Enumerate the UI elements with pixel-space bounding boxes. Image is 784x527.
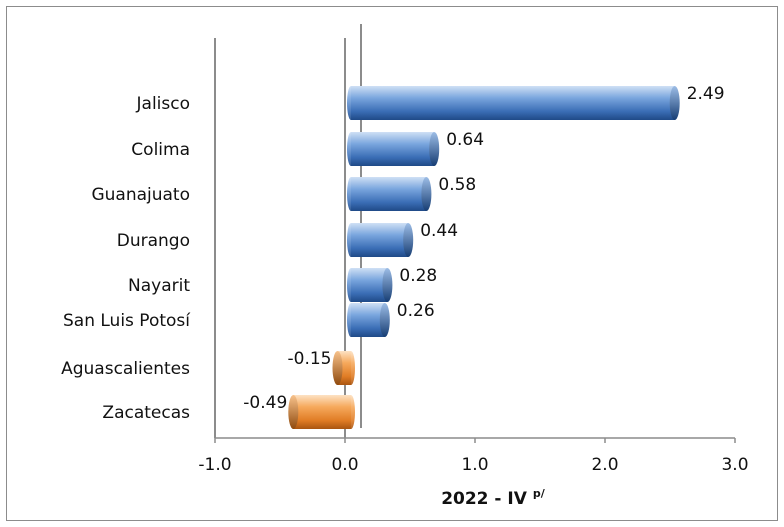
bar [351, 86, 675, 120]
bar-base-cap [347, 268, 355, 302]
value-label: 0.28 [399, 266, 437, 286]
bar-base-cap [347, 351, 355, 385]
bar-end-cap [421, 177, 432, 211]
category-label: Guanajuato [91, 185, 190, 205]
bar-end-cap [288, 395, 299, 429]
bar [351, 303, 385, 337]
value-label: -0.15 [288, 349, 332, 369]
category-label: Colima [131, 140, 190, 160]
bars [288, 86, 680, 429]
bar [351, 223, 409, 257]
x-tick-label: 0.0 [331, 455, 358, 475]
category-label: Jalisco [136, 94, 190, 114]
bar-end-cap [403, 223, 414, 257]
x-tick-label: -1.0 [198, 455, 231, 475]
bar [293, 395, 351, 429]
category-label: Nayarit [128, 276, 190, 296]
bar-base-cap [347, 395, 355, 429]
x-tick-label: 3.0 [721, 455, 748, 475]
bar-base-cap [347, 303, 355, 337]
bar-end-cap [379, 303, 390, 337]
category-label: San Luis Potosí [63, 311, 191, 331]
value-label: 0.64 [446, 130, 484, 150]
labels: -1.0 0.0 1.0 2.0 3.0 2.49 Jalisco 0.64 Colima 0.5… [61, 84, 748, 475]
bar [351, 268, 388, 302]
x-tick-label: 2.0 [591, 455, 618, 475]
value-label: -0.49 [243, 393, 287, 413]
x-axis-title-superscript: p/ [533, 487, 546, 500]
bar-base-cap [347, 132, 355, 166]
bar-base-cap [347, 86, 355, 120]
bar-base-cap [347, 177, 355, 211]
bar-end-cap [669, 86, 680, 120]
bar-end-cap [382, 268, 393, 302]
bar [351, 132, 435, 166]
x-axis-title: 2022 - IV p/ [441, 487, 546, 509]
bar-base-cap [347, 223, 355, 257]
x-tick-label: 1.0 [461, 455, 488, 475]
value-label: 0.44 [420, 221, 458, 241]
x-axis-title-text: 2022 - IV [441, 489, 528, 509]
value-label: 0.26 [397, 301, 435, 321]
bar-end-cap [332, 351, 343, 385]
bar-end-cap [429, 132, 440, 166]
value-label: 2.49 [687, 84, 725, 104]
value-label: 0.58 [438, 175, 476, 195]
category-label: Zacatecas [102, 403, 190, 423]
bar [351, 177, 427, 211]
category-label: Durango [117, 231, 190, 251]
category-label: Aguascalientes [61, 359, 190, 379]
